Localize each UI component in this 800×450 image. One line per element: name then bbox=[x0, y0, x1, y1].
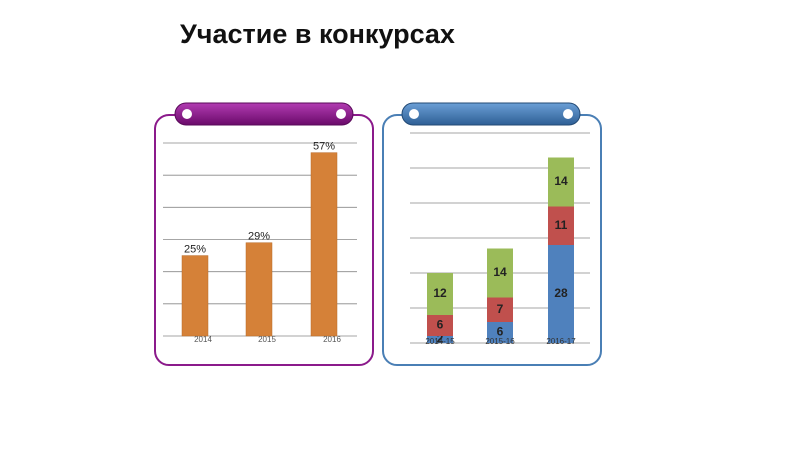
ring-hole bbox=[563, 109, 573, 119]
bar-segment bbox=[427, 336, 453, 343]
data-label: 57% bbox=[313, 141, 335, 153]
data-label: 29% bbox=[248, 231, 270, 243]
data-label: 14 bbox=[554, 174, 568, 188]
data-label: 2 bbox=[437, 332, 444, 346]
x-tick-label: 2014 bbox=[194, 335, 212, 344]
data-label: 7 bbox=[497, 302, 504, 316]
bar-segment bbox=[427, 273, 453, 315]
ring-hole bbox=[336, 109, 346, 119]
x-tick-label: 2016-17 bbox=[546, 337, 576, 346]
x-tick-label: 2015 bbox=[258, 335, 276, 344]
data-label: 11 bbox=[555, 218, 568, 232]
data-label: 14 bbox=[493, 265, 507, 279]
data-label: 25% bbox=[184, 243, 206, 255]
x-tick-label: 2014-15 bbox=[425, 337, 455, 346]
bar bbox=[181, 255, 209, 337]
data-label: 12 bbox=[433, 286, 447, 300]
data-label: 6 bbox=[497, 325, 504, 339]
left-header bbox=[174, 102, 354, 126]
right-header bbox=[401, 102, 581, 126]
bar bbox=[310, 152, 338, 337]
bar bbox=[245, 242, 273, 337]
bar-segment bbox=[487, 322, 513, 343]
bar-segment bbox=[548, 157, 574, 207]
slide-title: Участие в конкурсах bbox=[180, 19, 455, 49]
x-tick-label: 2015-16 bbox=[485, 337, 515, 346]
bar-segment bbox=[487, 248, 513, 298]
data-label: 28 bbox=[554, 286, 568, 300]
ring-hole bbox=[182, 109, 192, 119]
ring-hole bbox=[409, 109, 419, 119]
data-label: 6 bbox=[437, 318, 444, 332]
bar-segment bbox=[548, 206, 574, 245]
bar-segment bbox=[487, 297, 513, 322]
bar-segment bbox=[548, 245, 574, 343]
x-tick-label: 2016 bbox=[323, 335, 341, 344]
bar-segment bbox=[427, 315, 453, 336]
